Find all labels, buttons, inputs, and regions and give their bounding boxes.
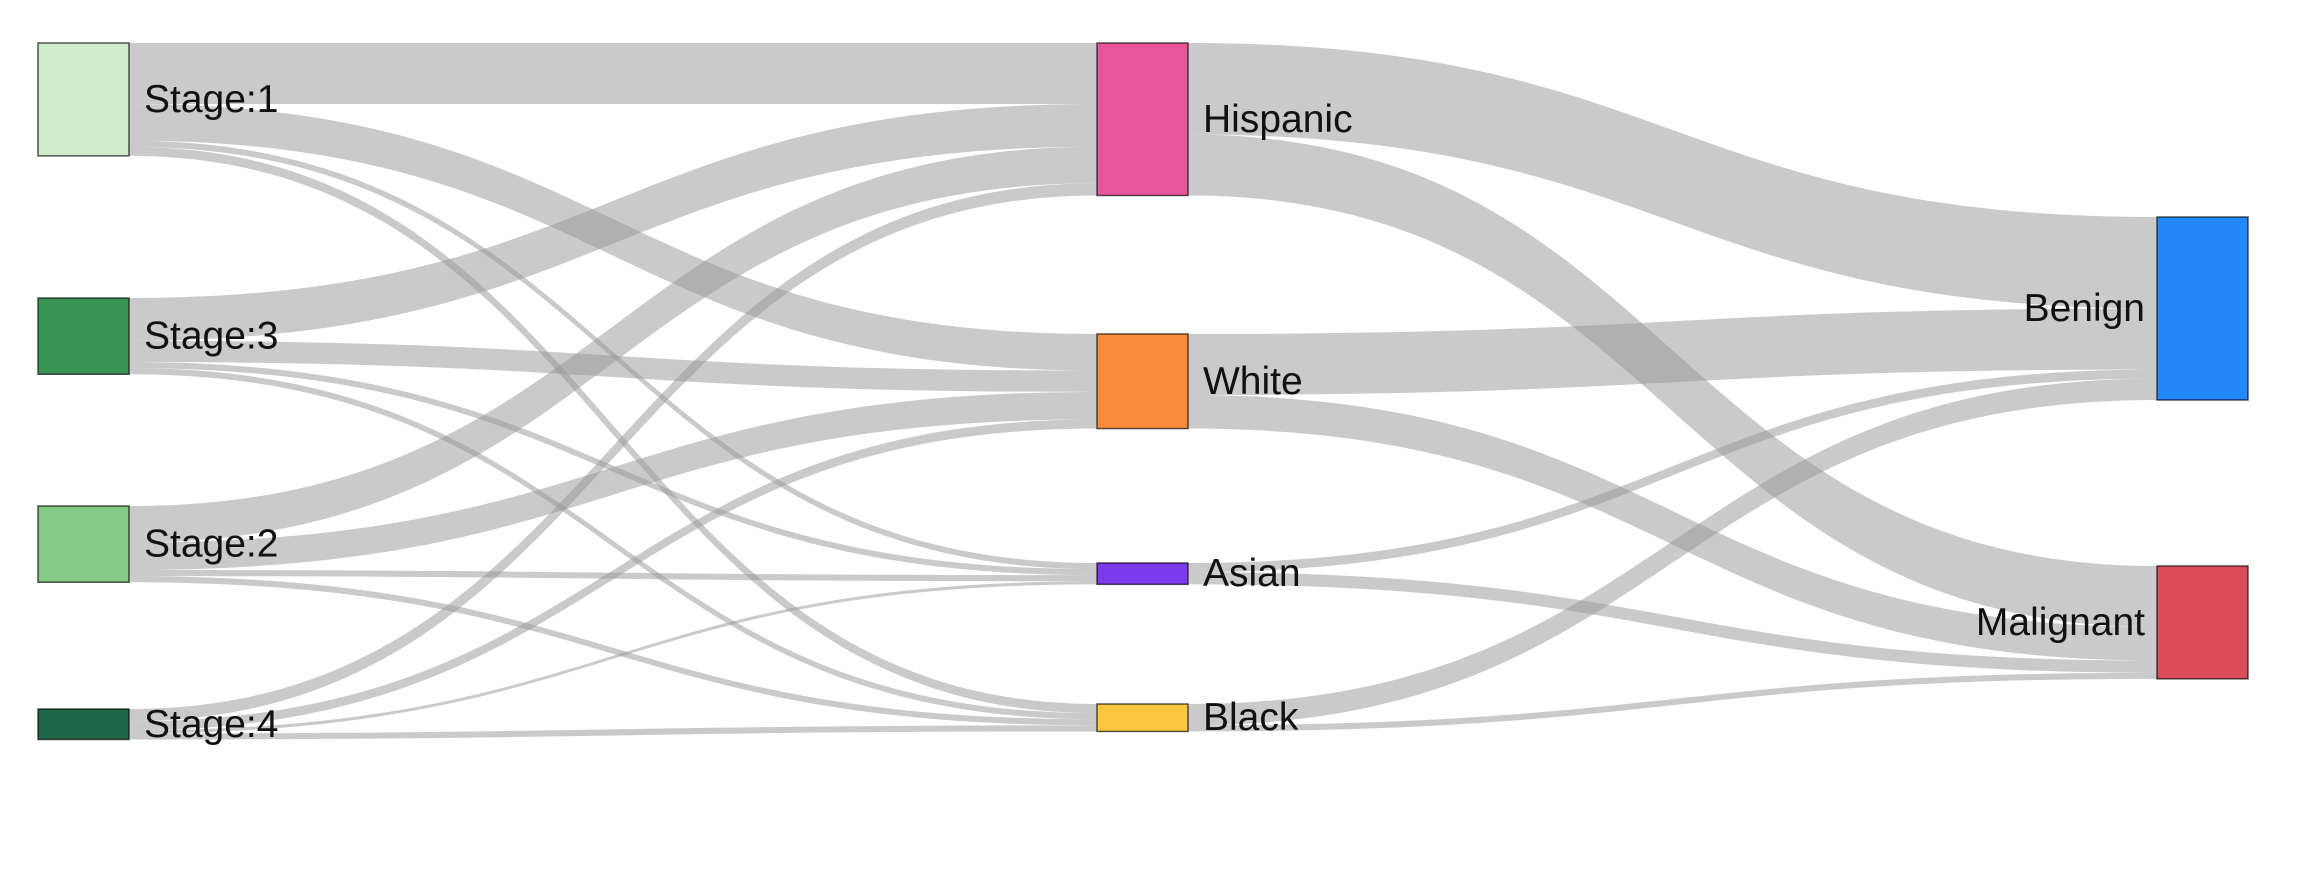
- link-stage1-to-hispanic[interactable]: [129, 43, 1097, 104]
- link-black-to-benign[interactable]: [1188, 378, 2157, 726]
- link-black-to-malignant[interactable]: [1188, 672, 2157, 732]
- node-hispanic[interactable]: [1096, 42, 1189, 197]
- node-white[interactable]: [1096, 333, 1189, 430]
- node-label-malignant: Malignant: [1976, 601, 2145, 644]
- links-layer: [129, 43, 2157, 740]
- node-asian[interactable]: [1096, 562, 1189, 586]
- node-benign[interactable]: [2156, 216, 2249, 401]
- node-label-asian: Asian: [1203, 552, 1301, 595]
- link-stage4-to-black[interactable]: [129, 725, 1097, 740]
- link-white-to-malignant[interactable]: [1188, 395, 2157, 661]
- node-black[interactable]: [1096, 703, 1189, 733]
- node-label-black: Black: [1203, 696, 1299, 739]
- link-stage2-to-white[interactable]: [129, 391, 1097, 571]
- link-stage1-to-black[interactable]: [129, 146, 1097, 714]
- node-label-benign: Benign: [2024, 287, 2145, 330]
- link-stage3-to-hispanic[interactable]: [129, 104, 1097, 341]
- node-label-stage3: Stage:3: [144, 315, 278, 358]
- node-label-white: White: [1203, 360, 1303, 403]
- link-stage3-to-black[interactable]: [129, 368, 1097, 720]
- link-stage3-to-white[interactable]: [129, 340, 1097, 392]
- node-stage1[interactable]: [37, 42, 130, 157]
- link-white-to-benign[interactable]: [1188, 308, 2157, 396]
- nodes-layer: [37, 42, 2249, 741]
- node-stage2[interactable]: [37, 505, 130, 583]
- node-stage3[interactable]: [37, 297, 130, 375]
- node-label-hispanic: Hispanic: [1203, 98, 1353, 141]
- node-stage4[interactable]: [37, 708, 130, 741]
- node-malignant[interactable]: [2156, 565, 2249, 680]
- node-label-stage1: Stage:1: [144, 78, 278, 121]
- link-stage4-to-white[interactable]: [129, 419, 1097, 731]
- link-stage2-to-black[interactable]: [129, 576, 1097, 726]
- node-label-stage2: Stage:2: [144, 523, 278, 566]
- link-asian-to-benign[interactable]: [1188, 369, 2157, 573]
- link-stage4-to-hispanic[interactable]: [129, 183, 1097, 722]
- link-hispanic-to-benign[interactable]: [1188, 43, 2157, 309]
- labels-layer: Stage:1 Stage:3 Stage:2 Stage:4 Hispanic Whit…: [144, 78, 2145, 746]
- link-stage2-to-hispanic[interactable]: [129, 146, 1097, 543]
- node-label-stage4: Stage:4: [144, 703, 278, 746]
- link-asian-to-malignant[interactable]: [1188, 572, 2157, 673]
- link-stage4-to-asian[interactable]: [129, 581, 1097, 734]
